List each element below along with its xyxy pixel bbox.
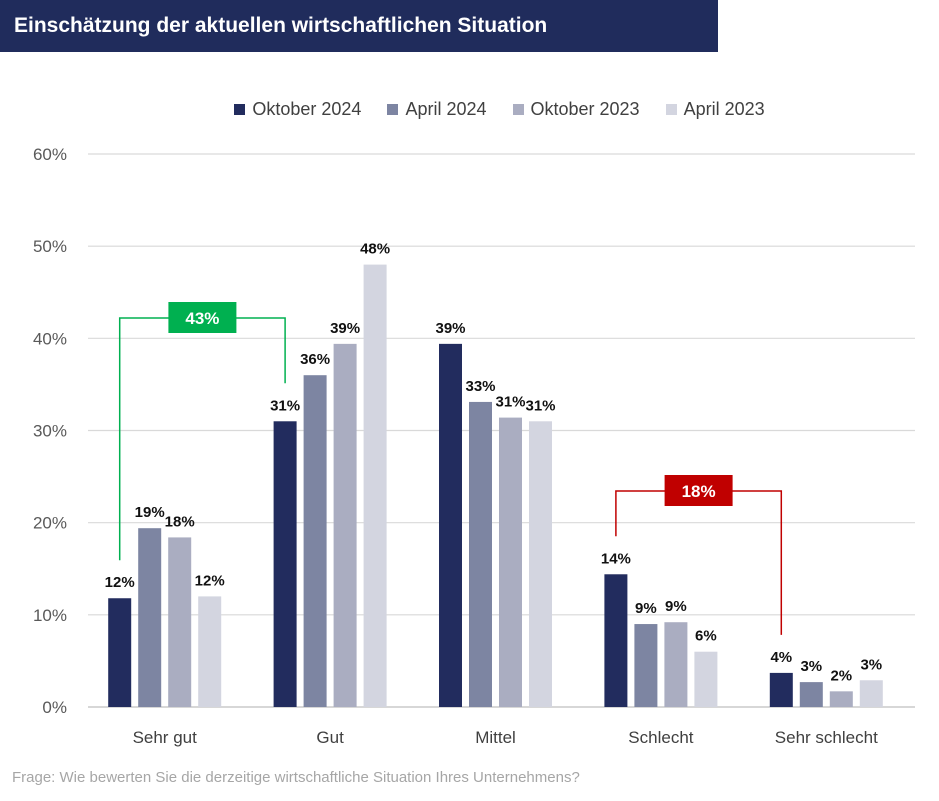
annotation-bracket	[118, 317, 286, 561]
bar	[439, 343, 462, 707]
x-tick-label: Mittel	[475, 728, 516, 747]
legend-item-0: Oktober 2024	[234, 99, 361, 120]
legend-swatch	[665, 104, 677, 115]
y-tick-label: 0%	[42, 698, 67, 717]
y-tick-label: 50%	[33, 237, 67, 256]
data-label: 18%	[165, 513, 195, 530]
data-label: 31%	[525, 397, 555, 414]
annotation-label: 43%	[185, 309, 219, 328]
data-label: 12%	[105, 574, 135, 591]
y-tick-label: 60%	[33, 145, 67, 164]
data-label: 12%	[195, 572, 225, 589]
legend-label: Oktober 2023	[530, 99, 640, 119]
bar	[363, 264, 387, 707]
bar	[529, 421, 552, 707]
bar	[694, 651, 718, 707]
legend-label: April 2023	[683, 99, 765, 119]
data-label: 33%	[465, 378, 495, 395]
legend-label: Oktober 2024	[252, 99, 362, 119]
bar	[138, 528, 162, 707]
legend-swatch	[234, 104, 246, 115]
y-tick-label: 40%	[33, 329, 67, 348]
data-label: 3%	[860, 656, 882, 673]
bar	[333, 343, 357, 707]
bar	[499, 417, 522, 707]
y-tick-label: 20%	[33, 514, 67, 533]
data-label: 9%	[665, 598, 687, 615]
legend-item-1: April 2024	[387, 99, 487, 120]
annotation-box	[168, 302, 237, 333]
y-tick-label: 10%	[33, 606, 67, 625]
data-label: 14%	[601, 550, 631, 567]
bar	[829, 691, 853, 707]
data-label: 9%	[635, 600, 657, 617]
annotation-box	[664, 475, 733, 506]
data-label: 2%	[830, 667, 852, 684]
bar	[198, 596, 222, 707]
bar	[469, 401, 492, 707]
y-tick-label: 30%	[33, 422, 67, 441]
bar	[303, 375, 327, 707]
bar	[634, 624, 658, 707]
data-label: 31%	[495, 394, 525, 411]
bar	[769, 672, 793, 707]
data-label: 3%	[800, 658, 822, 675]
footnote: Frage: Wie bewerten Sie die derzeitige w…	[12, 769, 580, 786]
data-label: 31%	[270, 397, 300, 414]
x-tick-label: Sehr schlecht	[775, 728, 878, 747]
data-label: 19%	[135, 504, 165, 521]
bar	[604, 574, 628, 707]
data-label: 4%	[770, 649, 792, 666]
annotation-label: 18%	[682, 482, 716, 501]
x-tick-label: Schlecht	[628, 728, 693, 747]
bar	[168, 537, 192, 707]
x-tick-label: Gut	[316, 728, 344, 747]
legend-swatch	[512, 104, 524, 115]
data-label: 36%	[300, 351, 330, 368]
bar	[859, 680, 883, 707]
bar	[273, 421, 297, 707]
data-label: 39%	[330, 320, 360, 337]
legend: Oktober 2024 April 2024 Oktober 2023 April …	[0, 99, 939, 120]
bar	[799, 682, 823, 707]
legend-label: April 2024	[405, 99, 487, 119]
bar	[664, 622, 688, 707]
data-label: 6%	[695, 628, 717, 645]
x-tick-label: Sehr gut	[133, 728, 198, 747]
legend-swatch	[387, 104, 399, 115]
legend-item-3: April 2023	[665, 99, 765, 120]
chart-title: Einschätzung der aktuellen wirtschaftlic…	[0, 0, 718, 52]
bar	[108, 598, 132, 707]
data-label: 39%	[435, 320, 465, 337]
legend-item-2: Oktober 2023	[512, 99, 640, 120]
data-label: 48%	[360, 241, 390, 258]
